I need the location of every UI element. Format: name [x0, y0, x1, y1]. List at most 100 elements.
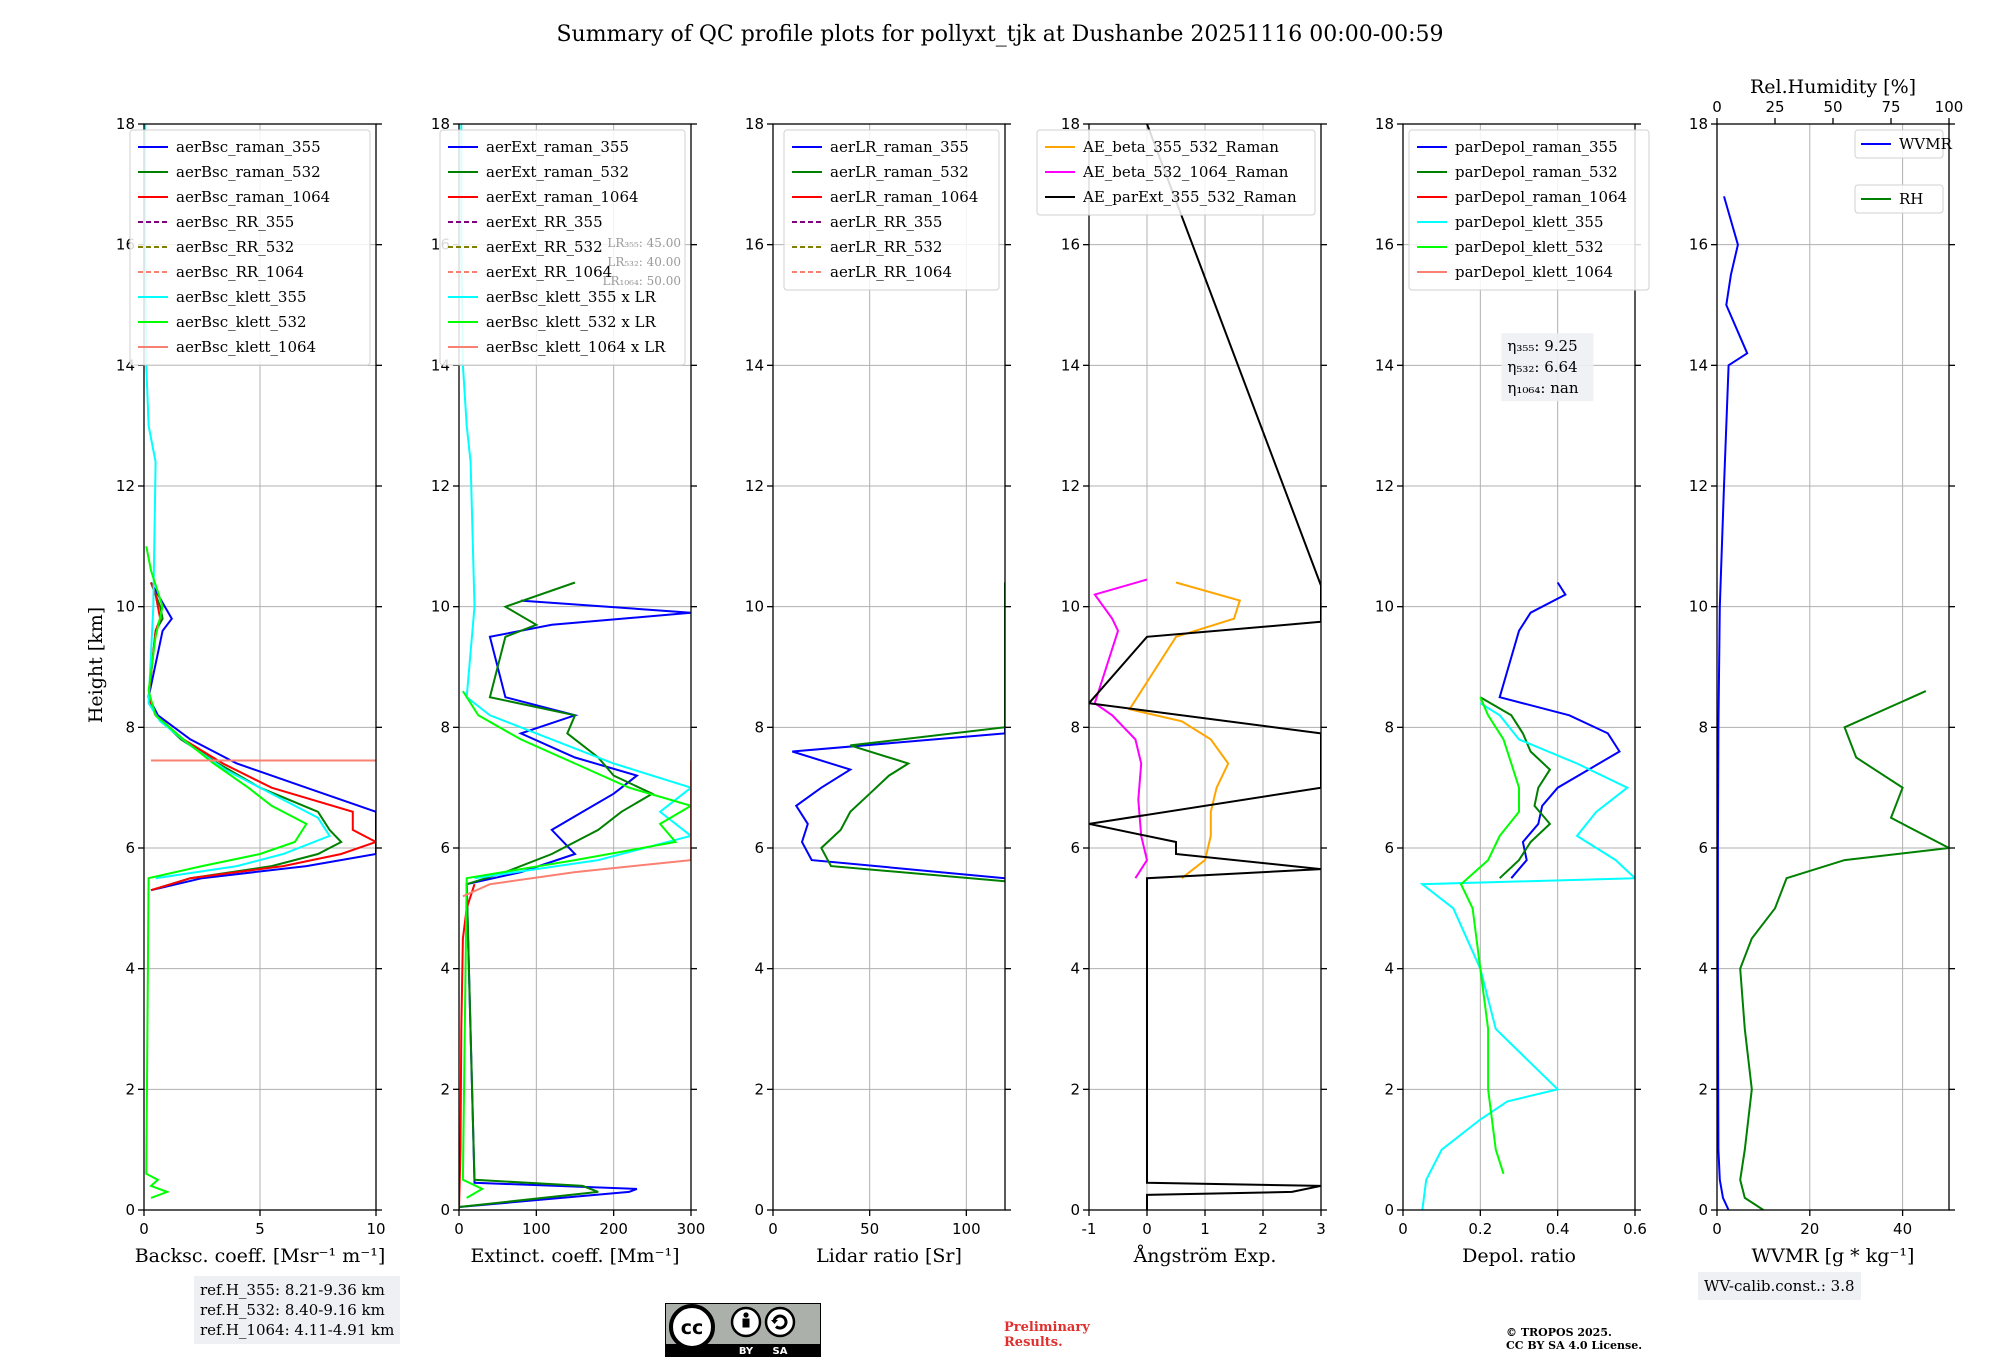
- y-tick-label: 4: [1698, 960, 1708, 978]
- y-tick-label: 6: [125, 839, 135, 857]
- x-tick-label: 0.6: [1623, 1220, 1647, 1238]
- y-tick-label: 14: [1061, 356, 1080, 374]
- series-line-wvmr-0: [1717, 196, 1749, 1210]
- x-tick-label: 0: [768, 1220, 778, 1238]
- plot-frame: [1716, 123, 1950, 1211]
- x-tick-label: 0: [1142, 1220, 1152, 1238]
- legend-box: [1854, 129, 1944, 159]
- x-axis-label-lidar-ratio: Lidar ratio [Sr]: [816, 1245, 962, 1267]
- y-tick-label: 14: [745, 356, 764, 374]
- legend-label: parDepol_raman_1064: [1455, 188, 1627, 206]
- lidar-ratio-annotation: LR₁₀₆₄: 50.00: [603, 274, 681, 288]
- panel-extinction: 0246810121416180100200300Extinct. coeff.…: [431, 115, 705, 1267]
- y-tick-label: 6: [1698, 839, 1708, 857]
- x-tick-label: 100: [952, 1220, 981, 1238]
- y-tick-label: 12: [431, 477, 450, 495]
- y-tick-label: 2: [440, 1080, 450, 1098]
- series-line-depol-0: [1498, 581, 1621, 879]
- y-tick-label: 0: [440, 1201, 450, 1219]
- series-line-angstrom-1: [1093, 578, 1149, 879]
- top-x-tick-label: 50: [1823, 98, 1842, 116]
- y-tick-label: 8: [1384, 718, 1394, 736]
- x-tick-label: 2: [1258, 1220, 1268, 1238]
- series-line-backscatter-4: [145, 546, 308, 1199]
- y-tick-label: 8: [125, 718, 135, 736]
- x-tick-label: 0: [1398, 1220, 1408, 1238]
- legend-label: aerBsc_raman_532: [176, 163, 321, 181]
- legend-label: parDepol_raman_355: [1455, 138, 1618, 156]
- series-line-lidar-ratio-0: [792, 588, 1005, 880]
- top-x-tick-label: 75: [1881, 98, 1900, 116]
- x-axis-label-angstrom: Ångström Exp.: [1133, 1245, 1277, 1267]
- legend-label: aerBsc_RR_1064: [176, 263, 304, 281]
- y-tick-label: 12: [745, 477, 764, 495]
- y-tick-label: 16: [1375, 236, 1394, 254]
- y-tick-label: 2: [1070, 1080, 1080, 1098]
- y-tick-label: 8: [440, 718, 450, 736]
- x-tick-label: 0: [139, 1220, 149, 1238]
- y-tick-label: 6: [1384, 839, 1394, 857]
- x-tick-label: 20: [1800, 1220, 1819, 1238]
- x-tick-label: 0: [1712, 1220, 1722, 1238]
- y-tick-label: 8: [1070, 718, 1080, 736]
- y-tick-label: 16: [1061, 236, 1080, 254]
- legend-box: [783, 129, 1000, 291]
- ref-height-355: ref.H_355: 8.21-9.36 km: [200, 1281, 385, 1299]
- y-tick-label: 0: [1384, 1201, 1394, 1219]
- x-tick-label: 1: [1200, 1220, 1210, 1238]
- series-line-extinction-5: [462, 760, 691, 898]
- panel-lidar-ratio: 0 2 4 6 8 10 12 14 16 18 0 50 100 Lidar ratio [Sr] aer…: [745, 115, 1011, 1267]
- legend-label: aerLR_raman_532: [830, 163, 969, 181]
- x-tick-label: 0.2: [1468, 1220, 1492, 1238]
- plot-frame: [772, 123, 1006, 1211]
- x-axis-label-backscatter: Backsc. coeff. [Msr⁻¹ m⁻¹]: [135, 1245, 386, 1267]
- y-tick-label: 18: [745, 115, 764, 133]
- copyright-note: © TROPOS 2025. CC BY SA 4.0 License.: [1506, 1326, 1642, 1352]
- preliminary-line-1: Preliminary: [1004, 1320, 1090, 1335]
- series-line-angstrom-0: [1127, 581, 1242, 879]
- y-tick-label: 10: [745, 598, 764, 616]
- preliminary-note: Preliminary Results.: [1004, 1320, 1124, 1350]
- y-tick-label: 18: [1375, 115, 1394, 133]
- series-line-depol-2: [1419, 702, 1635, 1210]
- legend-label: AE_parExt_355_532_Raman: [1082, 188, 1297, 206]
- x-tick-label: 10: [366, 1220, 385, 1238]
- top-x-tick-label: 0: [1712, 98, 1722, 116]
- x-tick-label: 100: [522, 1220, 551, 1238]
- wv-calibration-box: WV-calib.const.: 3.8: [1698, 1272, 1861, 1300]
- legend-box: [1408, 129, 1650, 291]
- series-line-depol-3: [1459, 696, 1520, 1175]
- legend-label: aerBsc_raman_355: [176, 138, 321, 156]
- y-tick-label: 4: [440, 960, 450, 978]
- cc-license-logo: cc BY SA: [665, 1303, 821, 1357]
- series-line-extinction-0: [459, 599, 691, 1208]
- series-line-backscatter-1: [147, 582, 343, 892]
- legend-label: parDepol_raman_532: [1455, 163, 1618, 181]
- legend-label: aerLR_raman_355: [830, 138, 969, 156]
- y-tick-label: 10: [116, 598, 135, 616]
- series-line-backscatter-2: [147, 582, 376, 892]
- y-tick-label: 18: [431, 115, 450, 133]
- series-line-angstrom-2: [1089, 124, 1321, 1210]
- y-tick-label: 8: [754, 718, 764, 736]
- y-tick-label: 4: [1070, 960, 1080, 978]
- series-line-extinction-3: [460, 124, 691, 880]
- plot-frame: [458, 123, 692, 1211]
- series-line-wvmr-1: [1739, 690, 1949, 1210]
- y-tick-label: 2: [754, 1080, 764, 1098]
- legend-label: AE_beta_355_532_Raman: [1082, 138, 1279, 156]
- legend-label: aerBsc_klett_355: [176, 288, 307, 306]
- y-tick-label: 4: [1384, 960, 1394, 978]
- y-tick-label: 16: [745, 236, 764, 254]
- y-tick-label: 10: [1375, 598, 1394, 616]
- x-tick-label: 200: [599, 1220, 628, 1238]
- preliminary-line-2: Results.: [1004, 1335, 1063, 1350]
- x-tick-label: 0.4: [1546, 1220, 1570, 1238]
- legend-box: [1036, 129, 1316, 216]
- legend-label: parDepol_klett_1064: [1455, 263, 1613, 281]
- series-line-extinction-2: [459, 883, 476, 1209]
- page-title: Summary of QC profile plots for pollyxt_…: [556, 22, 1444, 47]
- eta-label: η₅₃₂: 6.64: [1507, 358, 1577, 376]
- legend-label: parDepol_klett_532: [1455, 238, 1604, 256]
